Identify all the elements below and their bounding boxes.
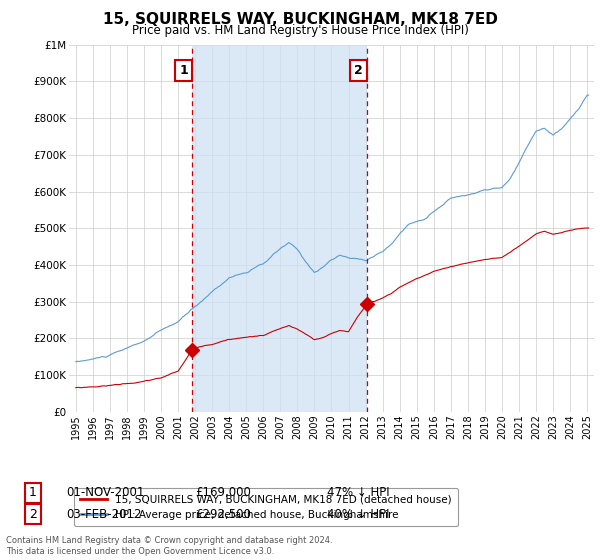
Text: £169,000: £169,000 [195, 486, 251, 500]
Text: 1: 1 [179, 64, 188, 77]
Text: £292,500: £292,500 [195, 507, 251, 521]
Text: 1: 1 [29, 486, 37, 500]
Text: 01-NOV-2001: 01-NOV-2001 [66, 486, 145, 500]
Text: 2: 2 [29, 507, 37, 521]
Text: 2: 2 [354, 64, 363, 77]
Legend: 15, SQUIRRELS WAY, BUCKINGHAM, MK18 7ED (detached house), HPI: Average price, de: 15, SQUIRRELS WAY, BUCKINGHAM, MK18 7ED … [74, 488, 458, 526]
Text: Contains HM Land Registry data © Crown copyright and database right 2024.
This d: Contains HM Land Registry data © Crown c… [6, 536, 332, 556]
Bar [192, 45, 367, 412]
Text: 47% ↓ HPI: 47% ↓ HPI [327, 486, 389, 500]
Text: 03-FEB-2012: 03-FEB-2012 [66, 507, 142, 521]
Text: 40% ↓ HPI: 40% ↓ HPI [327, 507, 389, 521]
Text: 15, SQUIRRELS WAY, BUCKINGHAM, MK18 7ED: 15, SQUIRRELS WAY, BUCKINGHAM, MK18 7ED [103, 12, 497, 27]
Text: Price paid vs. HM Land Registry's House Price Index (HPI): Price paid vs. HM Land Registry's House … [131, 24, 469, 36]
